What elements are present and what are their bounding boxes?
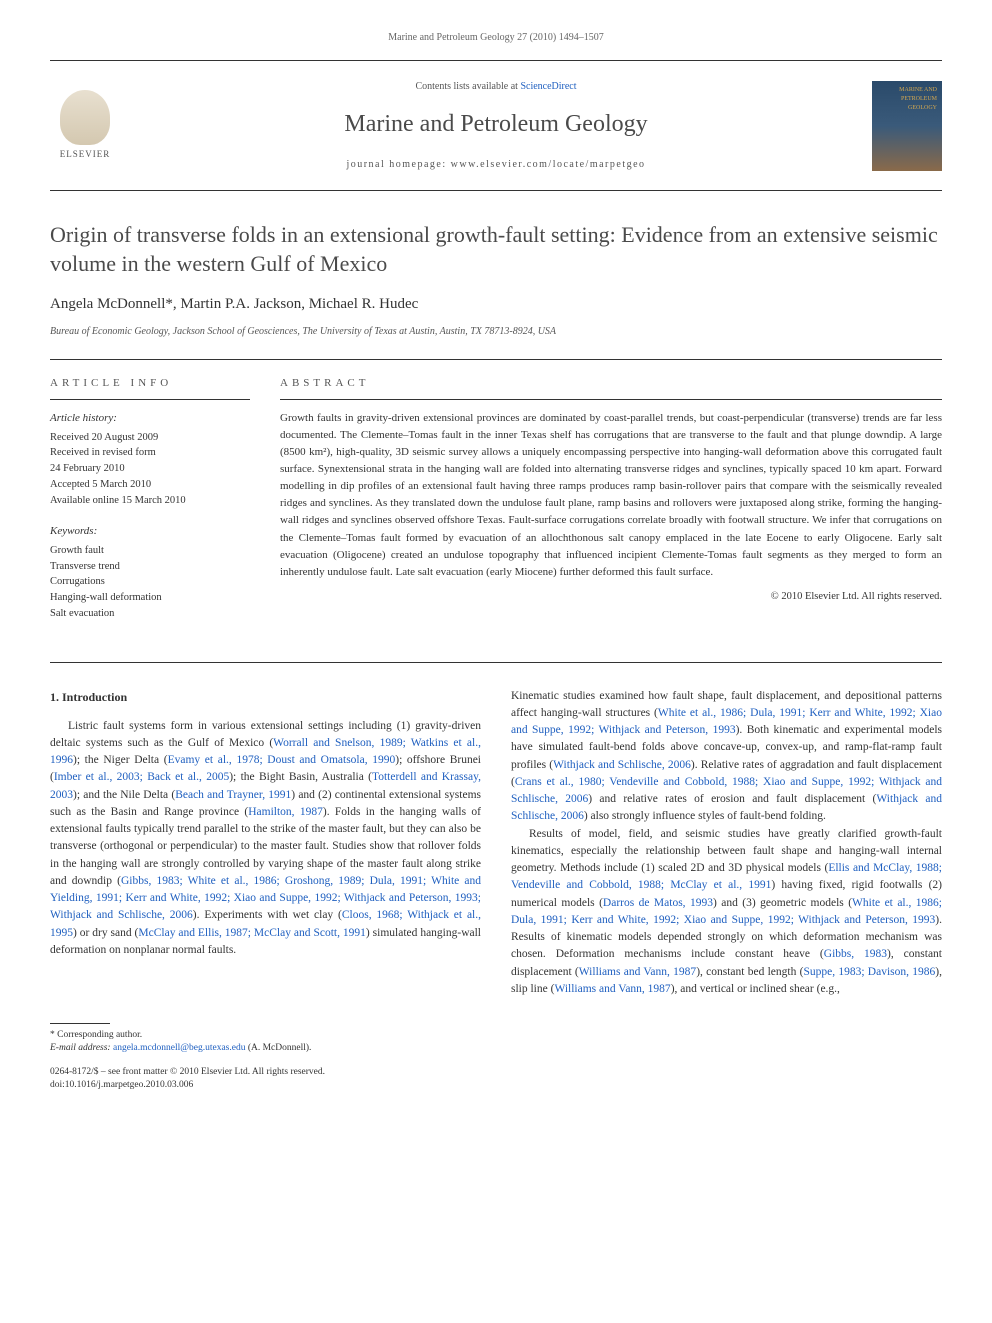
body-col-right: Kinematic studies examined how fault sha… — [511, 688, 942, 999]
citation-link[interactable]: Williams and Vann, 1987 — [554, 983, 670, 995]
corresponding-author: * Corresponding author. — [50, 1029, 481, 1042]
authors: Angela McDonnell*, Martin P.A. Jackson, … — [50, 293, 942, 316]
email-label: E-mail address: — [50, 1043, 113, 1053]
journal-header: ELSEVIER Contents lists available at Sci… — [50, 69, 942, 182]
email-line: E-mail address: angela.mcdonnell@beg.ute… — [50, 1042, 481, 1055]
email-suffix: (A. McDonnell). — [245, 1043, 311, 1053]
journal-center-block: Contents lists available at ScienceDirec… — [120, 79, 872, 172]
citation-link[interactable]: Withjack and Schlische, 2006 — [553, 759, 691, 771]
citation-link[interactable]: McClay and Ellis, 1987; McClay and Scott… — [138, 927, 366, 939]
citation-link[interactable]: Beach and Trayner, 1991 — [175, 789, 291, 801]
body-text-span: ); the Niger Delta ( — [73, 754, 168, 766]
top-rule — [50, 60, 942, 61]
info-abstract-row: ARTICLE INFO Article history: Received 2… — [50, 359, 942, 637]
keywords-block: Keywords: Growth fault Transverse trend … — [50, 523, 250, 621]
body-text-span: ), and vertical or inclined shear (e.g., — [671, 983, 840, 995]
citation-link[interactable]: Suppe, 1983; Davison, 1986 — [803, 966, 935, 978]
keywords-text: Growth fault Transverse trend Corrugatio… — [50, 543, 250, 622]
article-info-header: ARTICLE INFO — [50, 375, 250, 401]
body-two-column: 1. Introduction Listric fault systems fo… — [50, 662, 942, 999]
elsevier-label: ELSEVIER — [60, 148, 111, 162]
body-text-span: ) or dry sand ( — [73, 927, 138, 939]
introduction-heading: 1. Introduction — [50, 688, 481, 706]
doi-line: doi:10.1016/j.marpetgeo.2010.03.006 — [50, 1079, 481, 1092]
abstract-column: ABSTRACT Growth faults in gravity-driven… — [280, 375, 942, 637]
footer-divider — [50, 1023, 110, 1024]
abstract-header: ABSTRACT — [280, 375, 942, 401]
sciencedirect-link[interactable]: ScienceDirect — [520, 81, 576, 92]
citation-link[interactable]: Williams and Vann, 1987 — [579, 966, 696, 978]
citation-link[interactable]: Gibbs, 1983 — [824, 948, 887, 960]
footer-row: * Corresponding author. E-mail address: … — [50, 1023, 942, 1092]
body-text-span: ), constant bed length ( — [696, 966, 803, 978]
body-text-span: ) also strongly influence styles of faul… — [584, 810, 826, 822]
contents-available-text: Contents lists available at ScienceDirec… — [120, 79, 872, 94]
body-text-span: ); and the Nile Delta ( — [73, 789, 175, 801]
article-history-block: Article history: Received 20 August 2009… — [50, 410, 250, 508]
keywords-title: Keywords: — [50, 523, 250, 540]
abstract-copyright: © 2010 Elsevier Ltd. All rights reserved… — [280, 589, 942, 605]
article-title: Origin of transverse folds in an extensi… — [50, 221, 942, 278]
history-text: Received 20 August 2009 Received in revi… — [50, 430, 250, 509]
footer-left: * Corresponding author. E-mail address: … — [50, 1023, 481, 1092]
citation-link[interactable]: Evamy et al., 1978; Doust and Omatsola, … — [168, 754, 396, 766]
elsevier-logo: ELSEVIER — [50, 86, 120, 166]
body-text-span: ) and relative rates of erosion and faul… — [588, 793, 876, 805]
citation-link[interactable]: Imber et al., 2003; Back et al., 2005 — [54, 771, 229, 783]
body-text-span: ); the Bight Basin, Australia ( — [229, 771, 372, 783]
footer-right — [511, 1023, 942, 1092]
journal-homepage: journal homepage: www.elsevier.com/locat… — [120, 157, 872, 172]
affiliation: Bureau of Economic Geology, Jackson Scho… — [50, 324, 942, 339]
body-text-span: ) and (3) geometric models ( — [713, 897, 852, 909]
intro-para-cont-1: Kinematic studies examined how fault sha… — [511, 688, 942, 826]
intro-para-1: Listric fault systems form in various ex… — [50, 718, 481, 960]
header-bottom-rule — [50, 190, 942, 191]
running-header: Marine and Petroleum Geology 27 (2010) 1… — [50, 30, 942, 45]
intro-para-cont-2: Results of model, field, and seismic stu… — [511, 826, 942, 999]
email-link[interactable]: angela.mcdonnell@beg.utexas.edu — [113, 1043, 245, 1053]
cover-text: MARINE AND PETROLEUM GEOLOGY — [872, 86, 937, 113]
body-text-span: ). Experiments with wet clay ( — [193, 909, 342, 921]
elsevier-tree-icon — [60, 90, 110, 145]
issn-line: 0264-8172/$ – see front matter © 2010 El… — [50, 1066, 481, 1079]
journal-title: Marine and Petroleum Geology — [120, 106, 872, 142]
citation-link[interactable]: Hamilton, 1987 — [248, 806, 323, 818]
article-info-column: ARTICLE INFO Article history: Received 2… — [50, 375, 250, 637]
contents-prefix: Contents lists available at — [415, 81, 520, 92]
journal-cover-thumbnail: MARINE AND PETROLEUM GEOLOGY — [872, 81, 942, 171]
history-title: Article history: — [50, 410, 250, 427]
body-col-left: 1. Introduction Listric fault systems fo… — [50, 688, 481, 999]
abstract-text: Growth faults in gravity-driven extensio… — [280, 410, 942, 580]
citation-link[interactable]: Darros de Matos, 1993 — [603, 897, 713, 909]
